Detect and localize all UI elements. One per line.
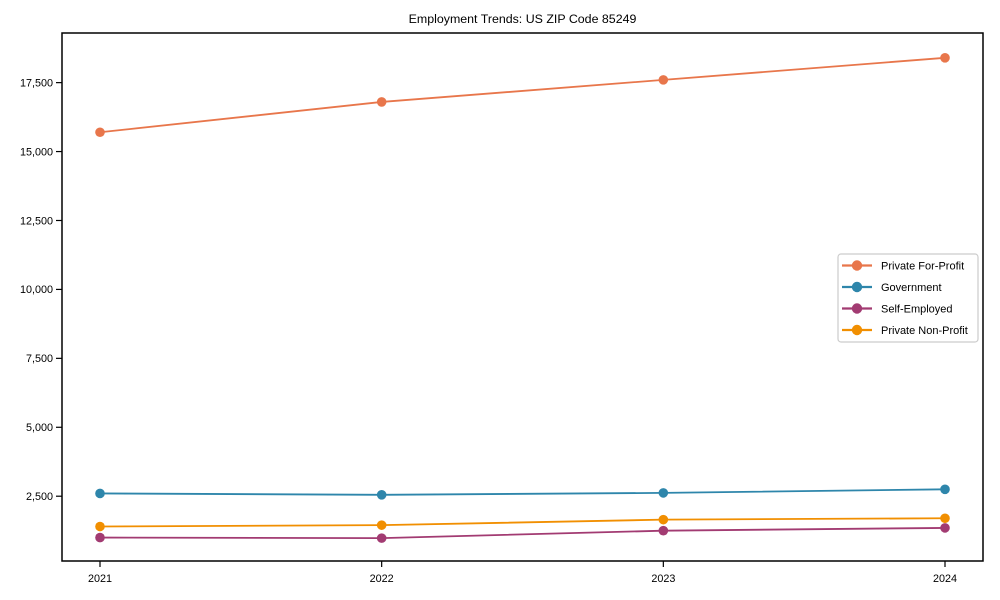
data-point-self-employed-2022 xyxy=(376,533,387,543)
y-axis-tick-label: 5,000 xyxy=(26,422,53,434)
chart-title: Employment Trends: US ZIP Code 85249 xyxy=(409,12,637,26)
data-point-self-employed-2023 xyxy=(658,525,669,536)
data-point-self-employed-2021 xyxy=(95,532,105,543)
data-point-government-2023 xyxy=(658,488,669,498)
data-point-government-2021 xyxy=(95,488,105,499)
series-line-private-non-profit xyxy=(99,517,946,528)
data-point-private-non-profit-2023 xyxy=(658,514,669,525)
legend-box xyxy=(837,253,979,343)
y-axis-tick-label: 12,500 xyxy=(20,215,53,227)
legend-marker-icon xyxy=(851,260,863,271)
y-axis-tick-label: 10,000 xyxy=(20,284,53,296)
x-axis-tick-label: 2023 xyxy=(651,573,675,585)
legend-marker-icon xyxy=(851,281,863,293)
series-line-self-employed xyxy=(99,527,946,540)
data-point-private-non-profit-2024 xyxy=(940,513,950,524)
series-line-government xyxy=(99,488,946,496)
series-line-private-for-profit xyxy=(99,56,946,134)
legend-marker-icon xyxy=(851,303,863,314)
x-axis-tick-label: 2022 xyxy=(370,573,394,585)
legend-label-self-employed: Self-Employed xyxy=(881,304,953,316)
y-axis-tick-label: 17,500 xyxy=(20,77,53,89)
x-axis-tick-label: 2021 xyxy=(88,573,112,585)
x-axis-tick-label: 2024 xyxy=(933,573,957,585)
data-point-government-2024 xyxy=(940,484,950,495)
legend-label-government: Government xyxy=(881,282,942,294)
legend-marker-icon xyxy=(851,324,863,336)
data-point-private-for-profit-2024 xyxy=(940,53,950,63)
y-axis-tick-label: 15,000 xyxy=(20,146,53,158)
data-point-government-2022 xyxy=(376,490,387,500)
y-axis-tick-label: 7,500 xyxy=(26,353,53,365)
data-point-self-employed-2024 xyxy=(940,523,950,533)
data-point-private-non-profit-2021 xyxy=(95,521,105,532)
legend-label-private-non-profit: Private Non-Profit xyxy=(881,325,968,337)
data-point-private-for-profit-2023 xyxy=(658,75,669,85)
data-point-private-for-profit-2022 xyxy=(376,97,387,107)
y-axis-tick-label: 2,500 xyxy=(26,491,53,503)
data-point-private-non-profit-2022 xyxy=(376,520,387,530)
legend-label-private-for-profit: Private For-Profit xyxy=(881,261,964,273)
axes-frame xyxy=(61,32,984,562)
plot-area: 2,500 5,000 7,500 10,000 12,500 15,000 17,500 2… xyxy=(20,32,984,585)
data-point-private-for-profit-2021 xyxy=(95,127,105,138)
